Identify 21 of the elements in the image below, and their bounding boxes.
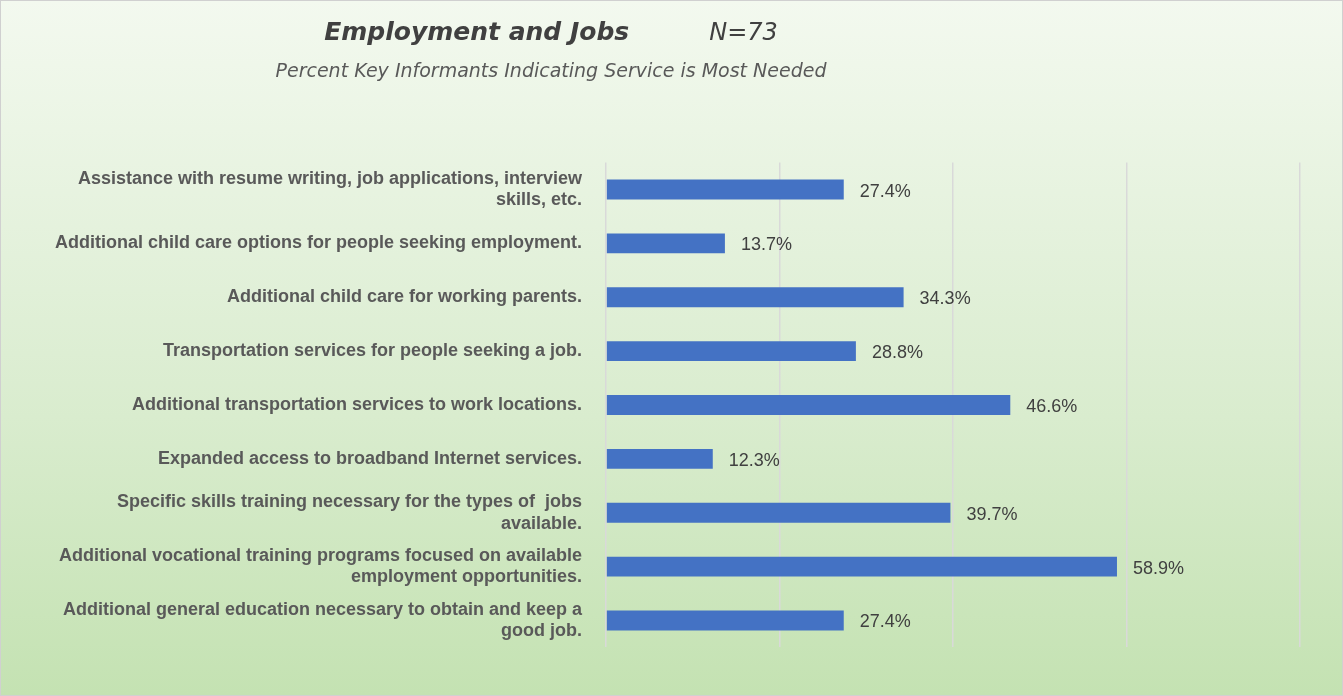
data-label: 34.3% bbox=[919, 288, 971, 309]
text: N=73 bbox=[709, 18, 778, 46]
y-tick-label: Additional vocational training programs focused on available employment opportunities. bbox=[58, 544, 583, 587]
y-tick-label: Additional child care for working parents. bbox=[227, 286, 583, 307]
y-tick-label: Additional transportation services to work locations. bbox=[131, 393, 583, 414]
y-tick-label: Assistance with resume writing, job applications, interview skills, etc. bbox=[77, 167, 584, 210]
data-label: 27.4% bbox=[859, 180, 911, 201]
data-label: 13.7% bbox=[740, 234, 792, 255]
data-label: 46.6% bbox=[1026, 395, 1078, 416]
data-label: 28.8% bbox=[871, 342, 923, 363]
data-label: 39.7% bbox=[966, 503, 1018, 524]
data-label: 12.3% bbox=[728, 449, 780, 470]
y-tick-label: Expanded access to broadband Internet services. bbox=[157, 447, 583, 468]
chart-title: Employment and Jobs bbox=[324, 17, 630, 46]
data-label: 58.9% bbox=[1132, 557, 1185, 578]
y-tick-label: Specific skills training necessary for the types of jobs available. bbox=[116, 490, 583, 533]
data-label: 27.4% bbox=[859, 611, 911, 632]
y-tick-label: Transportation services for people seeking a job. bbox=[162, 340, 583, 361]
y-tick-label: Additional general education necessary to obtain and keep a good job. bbox=[62, 598, 584, 641]
y-tick-label: Additional child care options for people seeking employment. bbox=[54, 232, 583, 253]
chart-subtitle: Percent Key Informants Indicating Service is Most Needed bbox=[274, 59, 828, 81]
